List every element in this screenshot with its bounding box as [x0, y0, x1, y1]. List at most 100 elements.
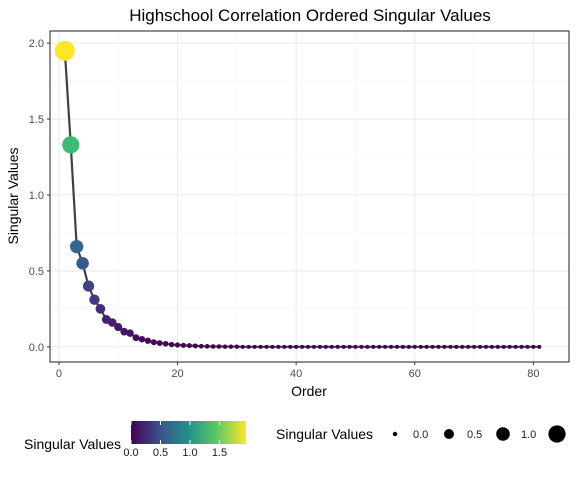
y-axis-title: Singular Values — [5, 147, 21, 244]
color-legend-label: 1.5 — [212, 447, 227, 459]
size-legend-label: 1.0 — [521, 429, 536, 441]
data-point — [156, 340, 163, 346]
y-tick-label: 0.5 — [29, 266, 44, 278]
data-point — [240, 344, 245, 349]
x-tick-label: 0 — [56, 368, 62, 380]
data-point — [359, 344, 364, 349]
size-legend-key — [444, 429, 454, 439]
x-axis: 0 20 40 60 80 — [56, 362, 540, 380]
data-point — [377, 344, 382, 349]
data-point — [120, 327, 128, 336]
color-legend-label: 0.5 — [153, 447, 168, 459]
size-legend-key — [496, 427, 510, 441]
y-tick-label: 1.0 — [29, 190, 44, 202]
color-legend-label: 1.0 — [182, 447, 197, 459]
x-tick-label: 20 — [171, 368, 183, 380]
data-point — [168, 341, 175, 348]
data-point — [406, 344, 411, 349]
data-point — [489, 344, 494, 349]
size-legend: Singular Values 0.0 0.5 1.0 — [276, 425, 566, 443]
data-point — [89, 294, 100, 305]
data-point — [174, 342, 181, 348]
size-legend-key — [548, 425, 566, 443]
data-point — [501, 344, 506, 349]
chart-title: Highschool Correlation Ordered Singular … — [129, 6, 491, 25]
data-point — [180, 342, 187, 348]
data-point — [222, 344, 228, 349]
data-point — [95, 303, 106, 314]
data-point — [101, 315, 111, 324]
data-point — [150, 339, 157, 346]
data-point — [460, 344, 465, 349]
data-point — [114, 323, 123, 332]
color-legend-title: Singular Values — [24, 436, 121, 452]
data-point — [353, 344, 358, 349]
data-point — [448, 344, 453, 349]
size-legend-label: 0.0 — [413, 429, 428, 441]
data-point — [138, 335, 146, 343]
data-point — [198, 343, 204, 349]
data-point — [258, 344, 263, 349]
data-point — [347, 344, 352, 349]
data-point — [300, 344, 305, 349]
data-point — [442, 344, 447, 349]
data-point — [478, 344, 483, 349]
data-point — [54, 40, 75, 61]
data-point — [270, 344, 275, 349]
panel-background — [50, 31, 569, 362]
data-point — [246, 344, 251, 349]
panel-border — [49, 30, 570, 363]
data-point — [204, 344, 210, 349]
data-point — [519, 344, 524, 349]
data-point — [294, 344, 299, 349]
x-tick-label: 80 — [527, 368, 539, 380]
data-point — [192, 343, 198, 349]
x-tick-label: 40 — [290, 368, 302, 380]
data-point — [454, 344, 459, 349]
color-legend-bar — [131, 421, 246, 444]
x-tick-label: 60 — [409, 368, 421, 380]
data-point — [82, 280, 95, 292]
data-point — [389, 344, 394, 349]
plot-panel — [49, 30, 570, 363]
data-point — [323, 344, 328, 349]
size-legend-title: Singular Values — [276, 426, 373, 442]
data-point — [210, 344, 216, 349]
data-point — [513, 344, 518, 349]
data-point — [383, 344, 388, 349]
data-point — [400, 344, 405, 349]
size-legend-label: 0.5 — [467, 429, 482, 441]
data-point — [317, 344, 322, 349]
color-legend: Singular Values 0.0 0.5 1.0 1.5 — [24, 421, 246, 459]
data-point — [466, 344, 471, 349]
y-tick-label: 2.0 — [29, 38, 44, 50]
data-point — [537, 344, 542, 349]
data-point — [424, 344, 429, 349]
data-point — [252, 344, 257, 349]
data-point — [282, 344, 287, 349]
data-point — [507, 344, 512, 349]
data-point — [228, 344, 234, 349]
data-point — [341, 344, 346, 349]
x-axis-title: Order — [291, 383, 327, 399]
data-point — [495, 344, 500, 349]
data-point — [76, 257, 89, 270]
data-point — [186, 343, 192, 349]
y-tick-label: 0.0 — [29, 342, 44, 354]
data-point — [216, 344, 222, 349]
data-point — [288, 344, 293, 349]
data-point — [436, 344, 441, 349]
data-point — [412, 344, 417, 349]
data-point — [311, 344, 316, 349]
data-point — [62, 136, 80, 154]
data-point — [365, 344, 370, 349]
data-point — [162, 340, 169, 347]
data-point — [472, 344, 477, 349]
size-legend-key — [392, 431, 398, 437]
data-point — [430, 344, 435, 349]
y-axis: 0.0 0.5 1.0 1.5 2.0 — [29, 38, 50, 354]
data-point — [276, 344, 281, 349]
data-point — [70, 239, 84, 254]
color-legend-label: 0.0 — [123, 447, 138, 459]
data-point — [335, 344, 340, 349]
